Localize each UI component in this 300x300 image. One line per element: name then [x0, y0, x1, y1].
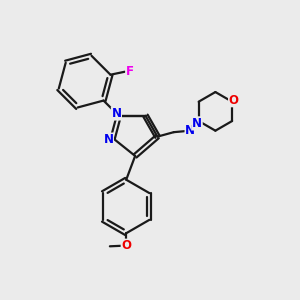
Text: N: N: [185, 124, 195, 137]
Text: N: N: [192, 117, 202, 130]
Text: N: N: [111, 107, 122, 120]
Text: F: F: [126, 65, 134, 78]
Text: O: O: [229, 94, 238, 107]
Text: N: N: [103, 133, 113, 146]
Text: O: O: [121, 239, 131, 252]
